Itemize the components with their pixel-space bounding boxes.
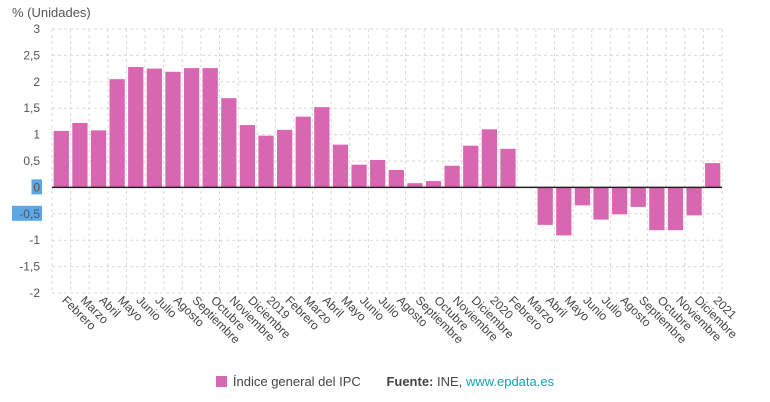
- legend: Índice general del IPC Fuente: INE, www.…: [0, 374, 770, 389]
- legend-swatch: [215, 376, 227, 387]
- bar[interactable]: [109, 79, 125, 188]
- bar[interactable]: [425, 181, 442, 188]
- bar[interactable]: [239, 125, 256, 188]
- bar[interactable]: [351, 164, 367, 188]
- bar[interactable]: [202, 68, 218, 188]
- y-tick-label: 0: [33, 180, 40, 194]
- y-tick-label: -1: [29, 233, 40, 247]
- bars: [53, 67, 721, 236]
- y-tick-label: 1: [33, 128, 40, 142]
- bar[interactable]: [705, 163, 721, 188]
- bar[interactable]: [277, 129, 293, 188]
- y-tick-label: -2: [29, 286, 40, 300]
- bar[interactable]: [556, 187, 572, 236]
- y-axis-label: % (Unidades): [12, 5, 91, 20]
- bar[interactable]: [314, 107, 330, 188]
- y-tick-label: 0,5: [23, 154, 40, 168]
- x-axis-ticks: FebreroMarzoAbrilMayoJunioJulioAgostoSep…: [59, 293, 740, 347]
- bar[interactable]: [165, 71, 181, 188]
- bar[interactable]: [667, 187, 684, 231]
- bar[interactable]: [295, 116, 311, 188]
- y-tick-highlight: [31, 179, 42, 195]
- bar[interactable]: [574, 187, 591, 206]
- bar[interactable]: [500, 148, 516, 188]
- bar[interactable]: [630, 187, 646, 207]
- bar[interactable]: [407, 183, 423, 188]
- bar[interactable]: [221, 98, 237, 188]
- bar[interactable]: [90, 130, 107, 188]
- bar[interactable]: [593, 187, 609, 220]
- bar[interactable]: [370, 159, 386, 188]
- bar[interactable]: [686, 187, 702, 216]
- source-name: INE,: [437, 374, 463, 389]
- bar[interactable]: [537, 187, 553, 225]
- y-tick-label: -1,5: [19, 260, 40, 274]
- source-label: Fuente:: [386, 374, 434, 389]
- bar[interactable]: [649, 187, 665, 231]
- bar[interactable]: [481, 129, 497, 188]
- y-tick-label: 3: [33, 22, 40, 36]
- legend-series-label: Índice general del IPC: [232, 374, 361, 389]
- bar[interactable]: [183, 68, 200, 188]
- y-tick-label: 1,5: [23, 101, 40, 115]
- bar[interactable]: [53, 130, 69, 188]
- bar[interactable]: [463, 145, 479, 188]
- bar[interactable]: [146, 68, 162, 188]
- bar[interactable]: [332, 144, 349, 188]
- y-tick-highlight: [12, 205, 42, 221]
- bar[interactable]: [612, 187, 628, 215]
- bar[interactable]: [258, 135, 274, 188]
- bar[interactable]: [128, 67, 144, 188]
- y-tick-label: 2: [33, 75, 40, 89]
- y-tick-label: 2,5: [23, 48, 40, 62]
- chart: % (Unidades) 3 2,5 2 1,5 1 0,5 0 -0,5 -1 -1,5 -2 F…: [12, 5, 740, 347]
- source-link[interactable]: www.epdata.es: [465, 374, 555, 389]
- bar[interactable]: [388, 169, 404, 188]
- y-axis-ticks: 3 2,5 2 1,5 1 0,5 0 -0,5 -1 -1,5 -2: [12, 22, 42, 300]
- bar[interactable]: [444, 165, 460, 188]
- y-tick-label: -0,5: [19, 207, 40, 221]
- bar[interactable]: [72, 122, 88, 188]
